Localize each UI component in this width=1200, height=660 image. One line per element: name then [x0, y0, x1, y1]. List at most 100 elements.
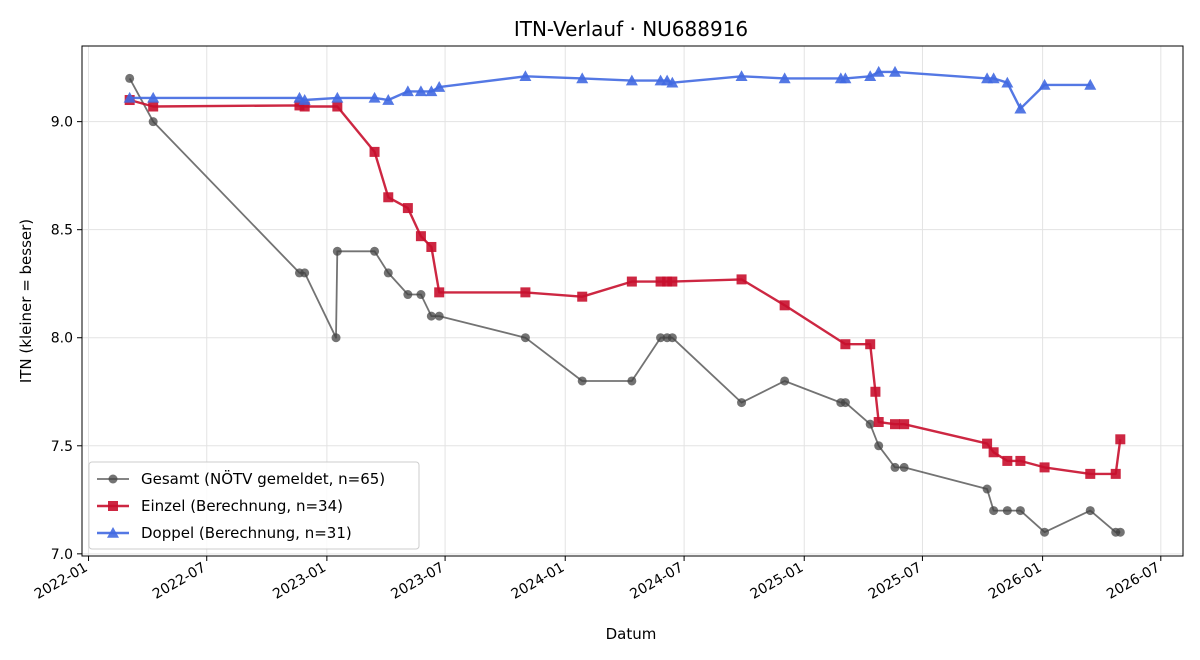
y-tick-label: 7.5 — [51, 439, 73, 455]
data-point — [147, 91, 160, 103]
data-point — [889, 65, 902, 77]
data-point — [839, 72, 852, 84]
x-tick-label: 2022-07 — [150, 560, 209, 603]
data-point — [1085, 468, 1096, 479]
x-tick-label: 2023-01 — [270, 560, 329, 603]
y-axis-label: ITN (kleiner = besser) — [17, 219, 35, 383]
data-point — [576, 72, 589, 84]
data-point — [331, 333, 341, 343]
data-point — [520, 333, 530, 343]
data-point — [625, 74, 638, 86]
legend-label: Doppel (Berechnung, n=31) — [141, 524, 352, 542]
data-point — [1040, 527, 1050, 537]
data-point — [626, 276, 637, 287]
data-point — [434, 287, 445, 298]
data-point — [403, 290, 413, 300]
y-tick-label: 7.0 — [51, 547, 73, 563]
data-point — [627, 376, 637, 386]
data-point — [870, 386, 881, 397]
data-point — [667, 276, 678, 287]
x-tick-label: 2024-01 — [509, 560, 568, 603]
data-point — [332, 101, 343, 112]
data-point — [736, 274, 747, 285]
x-axis-label: Datum — [606, 625, 657, 643]
data-point — [865, 419, 875, 429]
x-tick-label: 2022-01 — [32, 560, 91, 603]
series-layer — [123, 65, 1126, 537]
data-point — [840, 398, 850, 408]
data-point — [1015, 506, 1025, 516]
data-point — [1014, 102, 1027, 114]
x-tick-label: 2024-07 — [627, 560, 686, 603]
data-point — [656, 333, 666, 343]
series-line — [129, 98, 1122, 476]
data-point — [1002, 506, 1012, 516]
data-point — [383, 192, 394, 203]
data-point — [369, 146, 380, 157]
data-point — [294, 100, 305, 111]
x-tick-label: 2026-07 — [1104, 560, 1163, 603]
data-point — [299, 101, 310, 112]
series-line — [129, 70, 1091, 110]
data-point — [425, 85, 438, 97]
data-point — [1110, 468, 1121, 479]
data-point — [382, 94, 395, 105]
data-point — [577, 376, 587, 386]
data-point — [890, 462, 900, 472]
data-point — [415, 231, 426, 242]
data-point — [982, 484, 992, 494]
data-point — [433, 81, 446, 92]
data-point — [434, 311, 444, 321]
data-point — [873, 417, 884, 428]
data-point — [108, 474, 118, 484]
y-tick-label: 8.5 — [51, 223, 73, 239]
legend-label: Gesamt (NÖTV gemeldet, n=65) — [141, 469, 385, 488]
data-point — [125, 73, 135, 83]
data-point — [401, 85, 414, 97]
data-point — [778, 72, 791, 84]
data-point — [1015, 455, 1026, 466]
data-point — [989, 506, 999, 516]
data-point — [520, 287, 531, 298]
data-point — [780, 376, 790, 386]
series-1 — [125, 73, 1125, 537]
data-point — [890, 419, 901, 430]
data-point — [987, 72, 1000, 84]
data-point — [865, 339, 876, 350]
data-point — [108, 501, 118, 511]
data-point — [123, 91, 136, 103]
data-point — [416, 290, 426, 300]
series-2 — [124, 95, 1126, 479]
data-point — [899, 419, 910, 430]
data-point — [666, 76, 679, 88]
y-tick-label: 8.0 — [51, 331, 73, 347]
data-point — [148, 117, 158, 127]
x-tick-label: 2025-07 — [866, 560, 925, 603]
data-point — [1115, 527, 1125, 537]
data-point — [402, 203, 413, 214]
data-point — [899, 462, 909, 472]
data-point — [148, 101, 159, 112]
plot-frame — [81, 45, 1184, 557]
data-point — [107, 527, 119, 538]
data-point — [1039, 462, 1050, 473]
data-point — [332, 246, 342, 256]
data-point — [368, 91, 381, 103]
data-point — [1002, 455, 1013, 466]
data-point — [737, 398, 747, 408]
data-point — [1115, 434, 1126, 445]
data-point — [874, 441, 884, 451]
data-point — [577, 291, 588, 302]
data-point — [1038, 78, 1051, 90]
data-point — [662, 276, 673, 287]
legend-box — [88, 461, 420, 550]
x-tick-label: 2025-01 — [748, 560, 807, 603]
series-3 — [123, 65, 1097, 114]
data-point — [414, 85, 427, 97]
data-point — [370, 246, 380, 256]
data-point — [1001, 76, 1014, 88]
legend: Gesamt (NÖTV gemeldet, n=65) Einzel (Bere… — [88, 461, 420, 550]
x-tick-label: 2023-07 — [388, 560, 447, 603]
data-point — [735, 70, 748, 82]
